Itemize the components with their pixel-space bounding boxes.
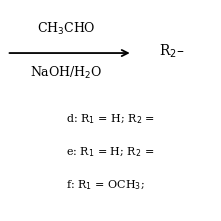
Text: e: R$_1$ = H; R$_2$ =: e: R$_1$ = H; R$_2$ = [66,146,155,159]
Text: NaOH/H$_2$O: NaOH/H$_2$O [30,65,103,81]
Text: CH$_3$CHO: CH$_3$CHO [37,21,96,37]
Text: R$_2$–: R$_2$– [159,42,185,59]
Text: f: R$_1$ = OCH$_3$;: f: R$_1$ = OCH$_3$; [66,179,145,192]
Text: d: R$_1$ = H; R$_2$ =: d: R$_1$ = H; R$_2$ = [66,112,155,126]
